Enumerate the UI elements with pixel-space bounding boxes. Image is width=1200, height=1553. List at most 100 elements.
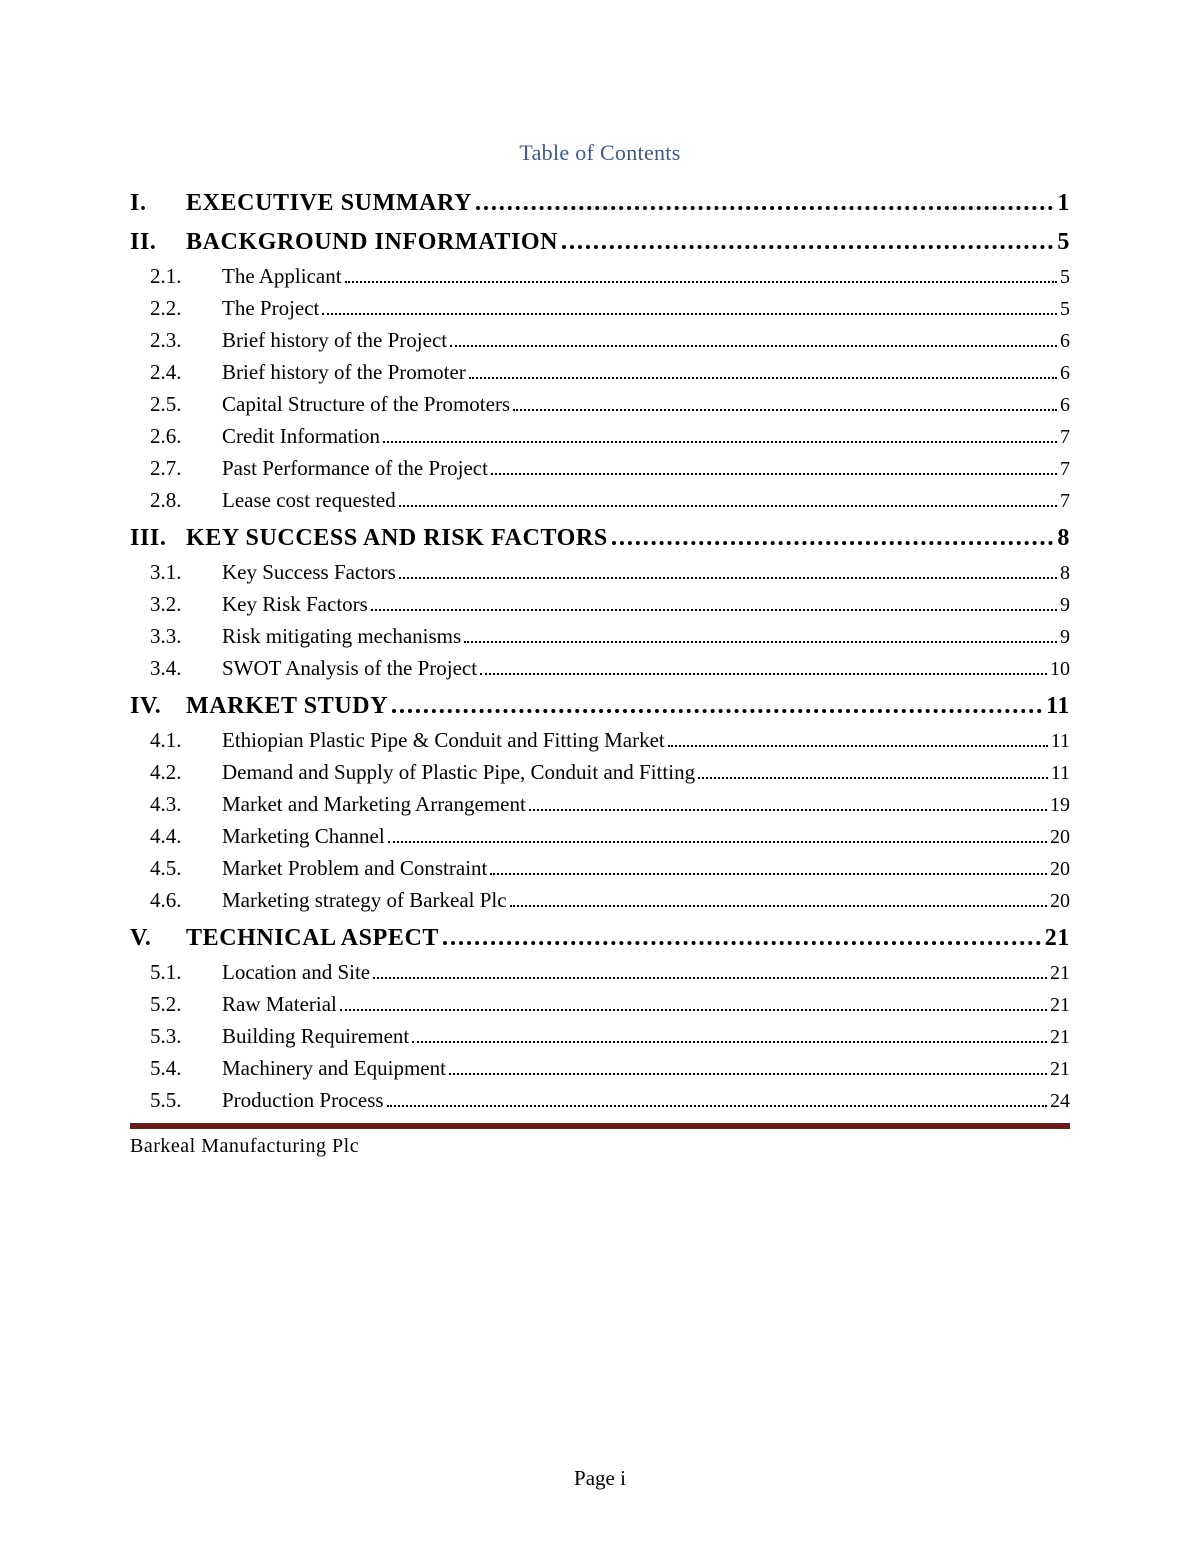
toc-subsection-number: 5.1. [150,960,222,985]
toc-subsection: 3.4.SWOT Analysis of the Project10 [130,656,1070,681]
toc-subsection: 5.4.Machinery and Equipment21 [130,1056,1070,1081]
toc-leader-dots [480,673,1047,675]
toc-subsection-page: 21 [1050,962,1070,985]
toc-subsection: 3.2.Key Risk Factors9 [130,592,1070,617]
toc-subsection-label: The Project [222,296,319,321]
toc-leader-dots [345,281,1057,283]
toc-subsection-label: Marketing Channel [222,824,385,849]
toc-leader-dots [340,1009,1047,1011]
toc-subsection-page: 8 [1060,562,1070,585]
toc-section-label: TECHNICAL ASPECT [186,925,439,952]
toc-subsection-number: 4.6. [150,888,222,913]
toc-leader-dots [387,1105,1047,1107]
toc-subsection-label: Lease cost requested [222,488,396,513]
toc-subsection-number: 4.4. [150,824,222,849]
toc-subsection-label: Key Risk Factors [222,592,368,617]
toc-subsection-page: 20 [1050,858,1070,881]
toc-subsection: 2.7.Past Performance of the Project7 [130,456,1070,481]
toc-section: V.TECHNICAL ASPECT21 [130,925,1070,952]
toc-subsection-number: 4.1. [150,728,222,753]
toc-leader-dots [322,313,1057,315]
toc-subsection-page: 6 [1060,362,1070,385]
toc-section-page: 8 [1057,525,1070,552]
toc-subsection: 2.2.The Project 5 [130,296,1070,321]
toc-leader-dots [562,245,1053,249]
toc-subsection: 2.1.The Applicant5 [130,264,1070,289]
toc-leader-dots [412,1041,1047,1043]
toc-subsection-number: 2.5. [150,392,222,417]
toc-subsection-number: 5.5. [150,1088,222,1113]
toc-subsection-number: 4.3. [150,792,222,817]
toc-section-label: MARKET STUDY [186,693,388,720]
toc-section-page: 11 [1046,693,1070,720]
toc-leader-dots [443,941,1041,945]
toc-leader-dots [388,841,1047,843]
toc-leader-dots [373,977,1047,979]
toc-section: III.KEY SUCCESS AND RISK FACTORS8 [130,525,1070,552]
toc-subsection: 4.4.Marketing Channel20 [130,824,1070,849]
toc-subsection: 4.3.Market and Marketing Arrangement 19 [130,792,1070,817]
toc-section: II.BACKGROUND INFORMATION5 [130,229,1070,256]
toc-leader-dots [464,641,1057,643]
toc-subsection: 3.3.Risk mitigating mechanisms9 [130,624,1070,649]
toc-subsection-page: 5 [1060,266,1070,289]
toc-leader-dots [668,745,1048,747]
toc-subsection-label: Key Success Factors [222,560,396,585]
toc-subsection: 4.6.Marketing strategy of Barkeal Plc20 [130,888,1070,913]
toc-subsection-number: 2.7. [150,456,222,481]
toc-subsection: 3.1.Key Success Factors 8 [130,560,1070,585]
toc-leader-dots [449,1073,1047,1075]
toc-subsection: 2.3.Brief history of the Project6 [130,328,1070,353]
toc-leader-dots [371,609,1057,611]
toc-subsection-number: 3.2. [150,592,222,617]
toc-subsection-number: 2.6. [150,424,222,449]
toc-subsection-number: 2.2. [150,296,222,321]
toc-subsection-label: Brief history of the Promoter [222,360,466,385]
toc-section-number: I. [130,190,186,217]
toc-subsection-number: 5.4. [150,1056,222,1081]
toc-leader-dots [510,905,1047,907]
toc-subsection: 5.1.Location and Site 21 [130,960,1070,985]
toc-subsection-page: 21 [1050,1058,1070,1081]
toc-subsection: 4.5.Market Problem and Constraint20 [130,856,1070,881]
toc-subsection-page: 10 [1050,658,1070,681]
toc-leader-dots [529,809,1047,811]
toc-subsection-page: 24 [1050,1090,1070,1113]
toc-subsection-label: Capital Structure of the Promoters [222,392,510,417]
toc-subsection: 2.6.Credit Information7 [130,424,1070,449]
toc-subsection-label: Production Process [222,1088,384,1113]
toc-list: I.EXECUTIVE SUMMARY1II.BACKGROUND INFORM… [130,190,1070,1113]
toc-subsection-label: Building Requirement [222,1024,409,1049]
toc-subsection-page: 7 [1060,490,1070,513]
toc-subsection-number: 4.2. [150,760,222,785]
toc-subsection-number: 3.1. [150,560,222,585]
toc-subsection-page: 11 [1051,762,1070,785]
toc-section-label: EXECUTIVE SUMMARY [186,190,472,217]
toc-subsection: 2.4.Brief history of the Promoter6 [130,360,1070,385]
toc-subsection-label: Brief history of the Project [222,328,447,353]
toc-section-page: 21 [1045,925,1070,952]
toc-subsection: 4.2.Demand and Supply of Plastic Pipe, C… [130,760,1070,785]
page-number: Page i [0,1466,1200,1491]
toc-subsection-label: Market and Marketing Arrangement [222,792,526,817]
toc-subsection-page: 19 [1050,794,1070,817]
toc-subsection-label: Demand and Supply of Plastic Pipe, Condu… [222,760,695,785]
footer-text: Barkeal Manufacturing Plc [130,1135,1070,1158]
toc-leader-dots [469,377,1057,379]
toc-subsection-label: Risk mitigating mechanisms [222,624,461,649]
toc-subsection-page: 5 [1060,298,1070,321]
toc-subsection: 2.8.Lease cost requested 7 [130,488,1070,513]
toc-section-label: KEY SUCCESS AND RISK FACTORS [186,525,608,552]
toc-subsection: 5.3.Building Requirement21 [130,1024,1070,1049]
toc-subsection-label: Location and Site [222,960,370,985]
toc-subsection-page: 6 [1060,394,1070,417]
toc-page: Table of Contents I.EXECUTIVE SUMMARY1II… [0,0,1200,1553]
toc-section-page: 5 [1057,229,1070,256]
toc-leader-dots [490,873,1047,875]
toc-subsection-page: 9 [1060,626,1070,649]
toc-leader-dots [383,441,1057,443]
toc-subsection-label: Past Performance of the Project [222,456,488,481]
toc-subsection-number: 2.8. [150,488,222,513]
toc-subsection-page: 7 [1060,426,1070,449]
toc-subsection-page: 21 [1050,1026,1070,1049]
